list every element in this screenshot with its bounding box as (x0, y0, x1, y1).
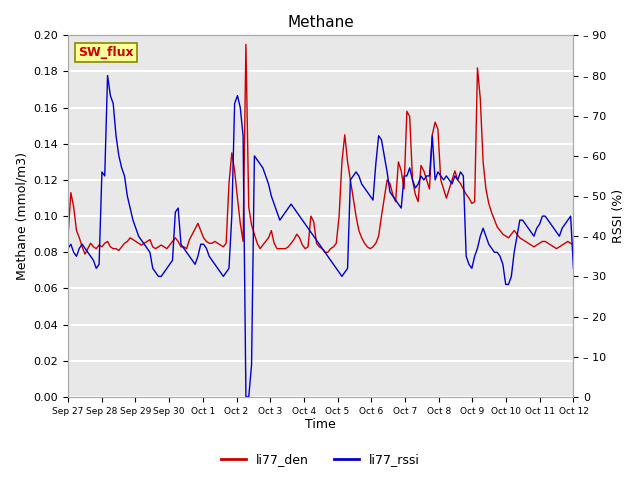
li77_den (242, 41, 250, 47)
Title: Methane: Methane (287, 15, 354, 30)
li77_rssi (126, 205, 134, 211)
li77_den (519, 237, 527, 242)
li77_rssi (262, 173, 269, 179)
li77_rssi (172, 209, 179, 215)
Legend: li77_den, li77_rssi: li77_den, li77_rssi (216, 448, 424, 471)
Y-axis label: RSSI (%): RSSI (%) (612, 189, 625, 243)
li77_rssi (73, 253, 81, 259)
li77_rssi (519, 217, 527, 223)
Y-axis label: Methane (mmol/m3): Methane (mmol/m3) (15, 152, 28, 280)
li77_den (172, 235, 179, 240)
li77_rssi (558, 225, 566, 231)
li77_rssi (570, 265, 577, 271)
Line: li77_rssi: li77_rssi (68, 75, 573, 397)
li77_rssi (242, 394, 250, 400)
li77_den (262, 239, 269, 244)
li77_den (64, 233, 72, 239)
li77_den (558, 242, 566, 248)
li77_den (73, 228, 81, 233)
Text: SW_flux: SW_flux (78, 46, 134, 59)
li77_rssi (64, 245, 72, 251)
Line: li77_den: li77_den (68, 44, 573, 254)
li77_den (81, 251, 89, 257)
li77_den (570, 242, 577, 248)
li77_den (126, 235, 134, 240)
X-axis label: Time: Time (305, 419, 336, 432)
li77_rssi (104, 72, 111, 78)
